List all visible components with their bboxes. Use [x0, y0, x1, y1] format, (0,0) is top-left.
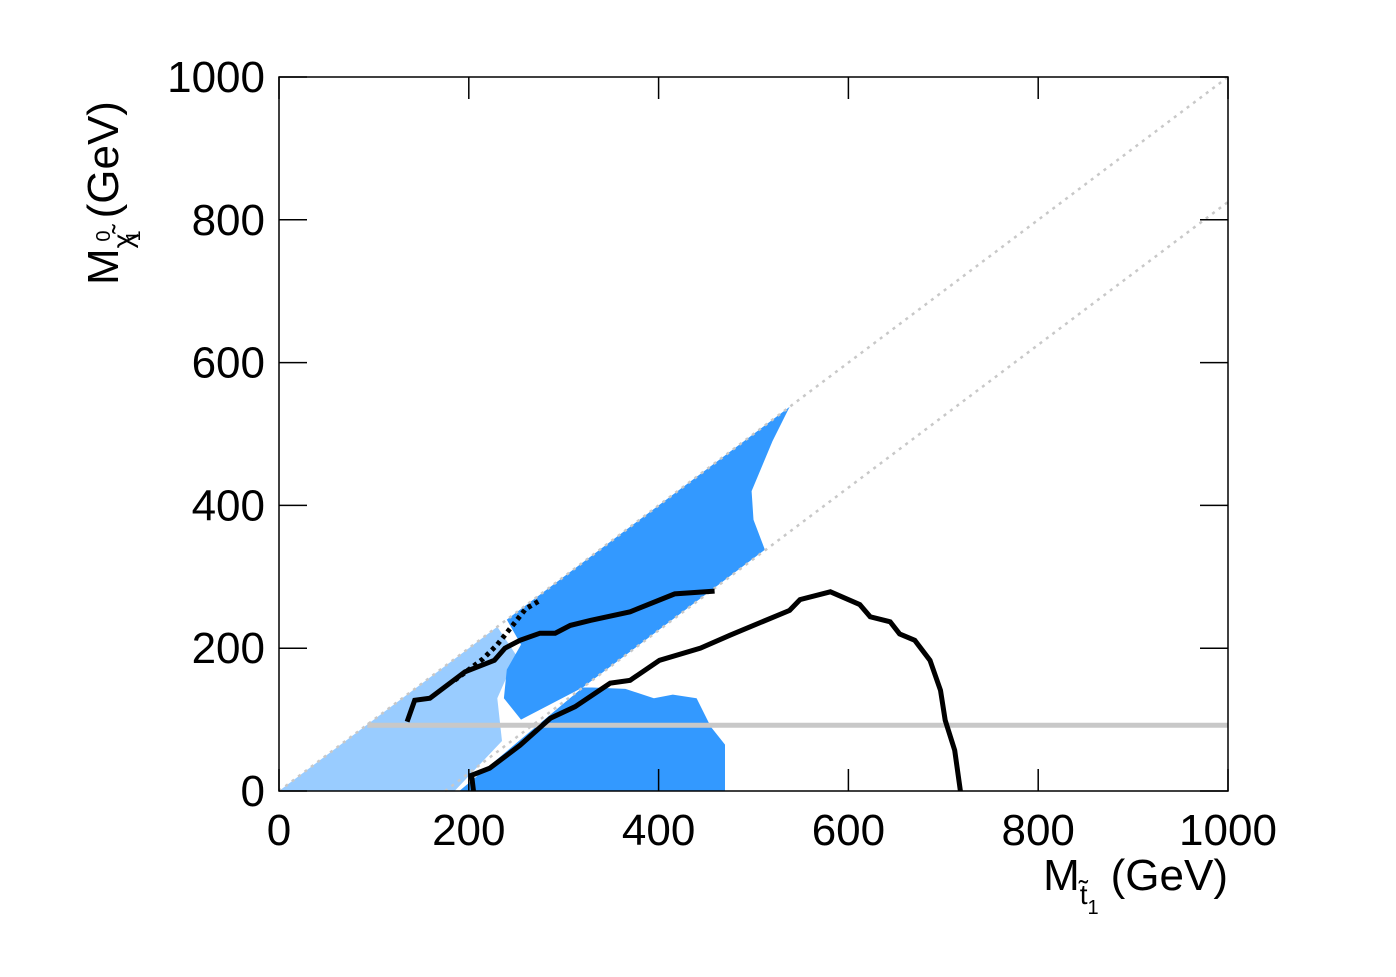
- x-label-subsub: 1: [1088, 897, 1099, 919]
- exclusion-region: [503, 406, 790, 720]
- y-label-unit: (GeV): [79, 101, 128, 218]
- y-tick-label: 0: [241, 767, 265, 816]
- x-tick-label: 200: [432, 806, 505, 855]
- x-tick-label: 400: [622, 806, 695, 855]
- y-label-main: M: [79, 248, 128, 285]
- exclusion-region: [459, 687, 725, 791]
- x-tick-label: 0: [267, 806, 291, 855]
- y-tick-label: 400: [192, 481, 265, 530]
- y-tick-label: 1000: [167, 53, 265, 102]
- y-label-subsub: 1: [123, 230, 145, 241]
- y-axis-label: Mχ̃0 1(GeV): [79, 101, 145, 285]
- frame: [278, 76, 1229, 792]
- y-axis-label-group: Mχ̃0 1(GeV): [79, 101, 145, 285]
- x-label-sub: t̃: [1078, 879, 1089, 910]
- exclusion-region: [279, 626, 517, 791]
- y-label-sup: 0: [93, 231, 115, 242]
- contour-line: [278, 76, 1229, 792]
- plot-area: [278, 76, 1229, 792]
- y-tick-label: 600: [192, 339, 265, 388]
- contour-line: [444, 201, 1229, 792]
- x-label-main: M: [1043, 851, 1080, 900]
- y-tick-label: 200: [192, 624, 265, 673]
- contour-line: [453, 598, 542, 683]
- x-axis-label: Mt̃1 (GeV): [1043, 851, 1228, 919]
- contour-line: [468, 589, 963, 792]
- contour-line: [404, 588, 715, 723]
- x-tick-label: 800: [1001, 806, 1074, 855]
- y-tick-label: 800: [192, 196, 265, 245]
- x-tick-label: 1000: [1179, 806, 1277, 855]
- x-tick-label: 600: [812, 806, 885, 855]
- x-label-unit: (GeV): [1111, 851, 1228, 900]
